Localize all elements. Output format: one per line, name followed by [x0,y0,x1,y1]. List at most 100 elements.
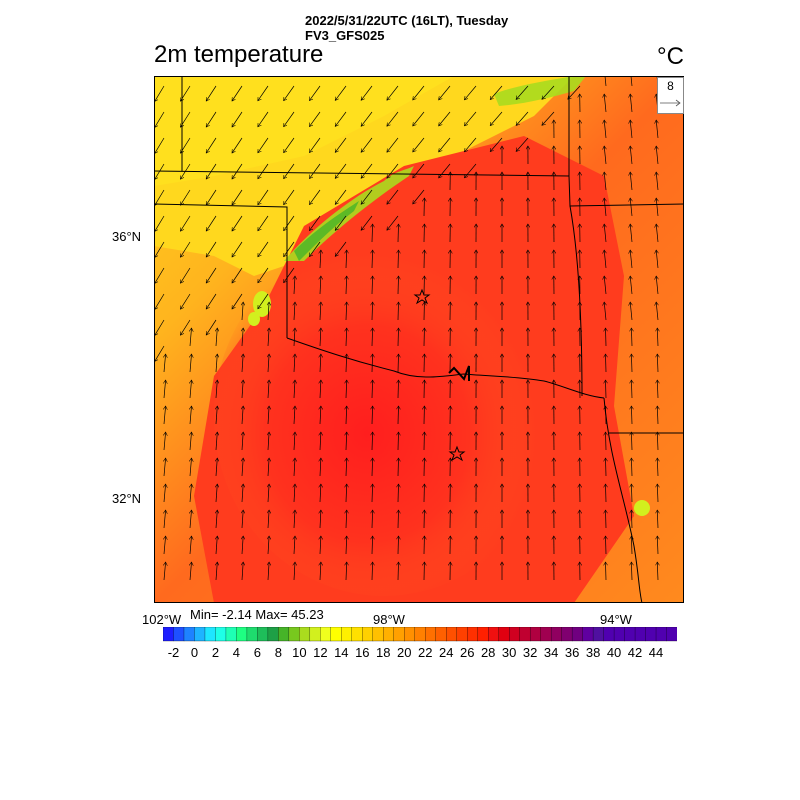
wind-arrow [258,293,269,309]
wind-arrow [190,484,192,503]
wind-arrow [232,85,243,101]
colorbar-cell [603,627,615,642]
wind-arrow [604,94,606,113]
wind-arrow [413,137,425,152]
wind-arrow [361,189,373,204]
colorbar-cell [488,627,500,642]
colorbar-cell [299,627,311,642]
wind-arrow [190,406,192,425]
wind-arrow [656,198,658,217]
colorbar-tick-label: 28 [480,645,496,660]
wind-arrow [631,380,632,399]
wind-arrow [232,241,243,257]
wind-arrow [413,111,425,126]
wind-arrow [464,163,477,178]
wind-arrow [206,293,217,309]
wind-arrow [372,302,373,321]
colorbar-cell [540,627,552,642]
colorbar-cell [362,627,374,642]
wind-arrow [164,458,166,477]
wind-arrow [258,163,269,179]
wind-arrow [268,484,269,503]
wind-arrow [180,267,191,283]
wind-arrow [268,354,269,373]
wind-arrow [190,562,192,581]
wind-arrow [242,328,243,347]
wind-arrow [631,536,632,555]
wind-arrow [656,276,658,295]
wind-arrow [346,302,347,321]
wind-arrow [630,224,632,243]
wind-arrow [372,250,373,269]
colorbar-cell [383,627,395,642]
wind-arrow [309,85,321,101]
wind-arrow [606,510,607,529]
colorbar-cell [634,627,646,642]
wind-arrow [164,354,166,373]
wind-arrow [284,215,295,231]
wind-arrow [346,562,347,581]
wind-arrow [398,276,399,295]
wind-arrow [309,215,321,231]
wind-arrow [361,137,373,152]
wind-arrow [294,432,295,451]
wind-arrow [284,137,295,153]
colorbar-cell [267,627,279,642]
wind-arrow [657,354,658,373]
wind-arrow [206,319,217,335]
wind-arrow [372,536,373,555]
wind-arrow [630,172,632,191]
wind-arrow [346,328,347,347]
wind-arrow [216,458,217,477]
colorbar [163,627,677,642]
wind-arrow [180,215,191,231]
wind-arrow [346,432,347,451]
colorbar-tick-label: 36 [564,645,580,660]
lat-label-36n: 36°N [112,229,142,244]
colorbar-cell [446,627,458,642]
wind-arrow [387,137,399,152]
wind-arrow [606,458,607,477]
wind-arrow [206,137,217,153]
colorbar-cell [204,627,216,642]
wind-arrow [372,224,373,243]
wind-arrow [294,302,295,321]
colorbar-tick-label: 24 [438,645,454,660]
colorbar-tick-label: 32 [522,645,538,660]
lon-label-102w: 102°W [142,612,182,627]
wind-arrow [320,328,321,347]
wind-arrow [372,484,373,503]
colorbar-cell [183,627,195,642]
wind-arrow [657,406,658,425]
wind-arrow [398,302,399,321]
wind-arrow [630,120,632,139]
colorbar-cell [613,627,625,642]
wind-arrow [216,380,217,399]
wind-arrow [631,562,632,581]
wind-arrow [180,189,191,205]
wind-arrow [320,536,321,555]
wind-arrow [606,484,607,503]
wind-arrow [335,137,347,152]
colorbar-cell [529,627,542,642]
wind-arrow [294,484,295,503]
wind-arrow [346,380,347,399]
wind-arrow [190,380,192,399]
wind-arrow [656,250,658,269]
wind-arrow [631,510,632,529]
wind-arrow [320,406,321,425]
wind-arrow [309,163,321,179]
colorbar-tick-label: 0 [190,645,199,660]
colorbar-cell [509,627,521,642]
colorbar-cell [246,627,258,642]
vector-reference-box: 8 [657,77,684,114]
wind-arrow [216,354,217,373]
colorbar-tick-label: 30 [501,645,517,660]
wind-arrow [398,250,399,269]
colorbar-cell [645,627,657,642]
wind-arrow [242,432,243,451]
wind-arrow [284,163,295,179]
wind-arrow [604,250,606,269]
wind-arrow [268,432,269,451]
wind-arrow [398,224,399,243]
